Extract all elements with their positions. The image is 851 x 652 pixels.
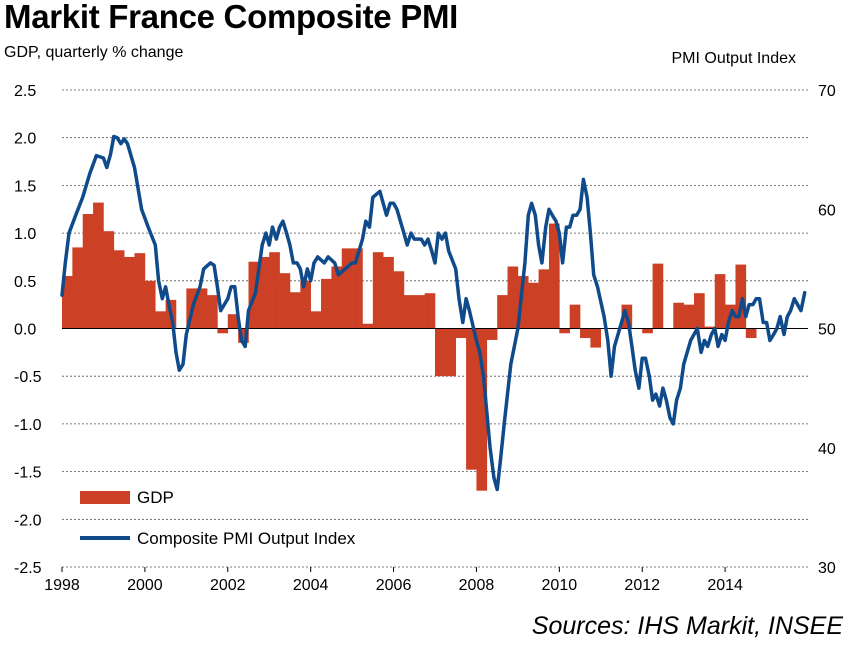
left-tick-label: -0.5 bbox=[14, 369, 42, 386]
gdp-bar bbox=[528, 282, 539, 329]
legend-gdp-swatch bbox=[80, 491, 130, 504]
x-tick-label: 2004 bbox=[293, 577, 329, 594]
left-tick-label: -1.0 bbox=[14, 417, 42, 434]
gdp-bar bbox=[93, 202, 104, 329]
gdp-bar bbox=[704, 326, 716, 329]
gdp-bar bbox=[227, 314, 239, 329]
source-note: Sources: IHS Markit, INSEE bbox=[531, 612, 843, 640]
pmi-line bbox=[60, 134, 807, 492]
gdp-bar bbox=[134, 253, 146, 329]
gdp-bar bbox=[103, 231, 115, 329]
gdp-bar bbox=[486, 328, 498, 340]
left-tick-label: -1.5 bbox=[14, 465, 42, 482]
axis-ticks: 2.5 2.0 1.5 1.0 0.5 0.0 -0.5 -1.0 -1.5 -2.0 -2.5 70… bbox=[14, 83, 836, 594]
right-axis-label: PMI Output Index bbox=[671, 50, 796, 67]
x-tick-label: 1998 bbox=[44, 577, 80, 594]
right-tick-label: 50 bbox=[818, 322, 836, 339]
gdp-bar bbox=[352, 248, 363, 329]
left-tick-label: -2.5 bbox=[14, 560, 42, 577]
gdp-bar bbox=[652, 263, 664, 329]
left-tick-label: 0.0 bbox=[14, 322, 36, 339]
gdp-bar bbox=[642, 328, 653, 334]
chart-title: Markit France Composite PMI bbox=[4, 0, 458, 35]
gdp-bar bbox=[207, 295, 218, 329]
gdp-bar bbox=[238, 328, 249, 343]
right-tick-label: 40 bbox=[818, 441, 836, 458]
right-tick-label: 70 bbox=[818, 83, 836, 100]
gdp-bar bbox=[466, 328, 477, 470]
gdp-bar bbox=[258, 256, 270, 329]
gdp-bar bbox=[393, 271, 405, 329]
gdp-bar bbox=[548, 223, 560, 329]
gdp-bar bbox=[155, 311, 166, 329]
gridlines bbox=[62, 89, 808, 568]
x-tick-label: 2008 bbox=[459, 577, 495, 594]
gdp-bar bbox=[372, 252, 384, 329]
legend: GDP Composite PMI Output Index bbox=[80, 488, 356, 548]
gdp-bar bbox=[714, 274, 726, 329]
gdp-bar bbox=[113, 250, 125, 329]
gdp-bar bbox=[538, 269, 550, 329]
gdp-bar bbox=[196, 288, 208, 329]
gdp-bar bbox=[683, 304, 695, 329]
gdp-bar bbox=[424, 293, 436, 329]
gdp-bar bbox=[445, 328, 457, 377]
gdp-bar bbox=[82, 214, 94, 329]
gdp-bar bbox=[735, 264, 747, 329]
gdp-bar bbox=[62, 276, 73, 329]
gdp-bar bbox=[476, 328, 488, 491]
gdp-bar bbox=[310, 311, 322, 329]
left-tick-label: 0.5 bbox=[14, 274, 36, 291]
gdp-bar bbox=[124, 256, 135, 329]
gdp-bar bbox=[590, 328, 602, 348]
x-tick-label: 2000 bbox=[127, 577, 163, 594]
gdp-bar bbox=[497, 295, 508, 329]
gdp-bars bbox=[62, 202, 767, 491]
gdp-bar bbox=[580, 328, 591, 339]
gdp-bar bbox=[517, 276, 529, 329]
left-axis-label: GDP, quarterly % change bbox=[4, 44, 184, 61]
x-tick-label: 2006 bbox=[376, 577, 412, 594]
left-tick-label: -2.0 bbox=[14, 512, 42, 529]
gdp-bar bbox=[300, 280, 311, 329]
x-tick-label: 2010 bbox=[542, 577, 578, 594]
left-tick-label: 1.5 bbox=[14, 178, 36, 195]
gdp-bar bbox=[289, 292, 301, 329]
x-tick-label: 2012 bbox=[624, 577, 660, 594]
gdp-bar bbox=[331, 266, 343, 329]
right-tick-label: 30 bbox=[818, 560, 836, 577]
left-tick-label: 2.0 bbox=[14, 131, 36, 148]
gdp-bar bbox=[341, 248, 353, 329]
gdp-bar bbox=[144, 280, 156, 329]
gdp-bar bbox=[383, 256, 394, 329]
gdp-bar bbox=[362, 323, 374, 329]
left-tick-label: 1.0 bbox=[14, 226, 36, 243]
gdp-bar bbox=[455, 328, 467, 339]
legend-gdp-label: GDP bbox=[137, 488, 174, 507]
gdp-bar bbox=[435, 328, 446, 377]
left-tick-label: 2.5 bbox=[14, 83, 36, 100]
x-tick-label: 2014 bbox=[707, 577, 743, 594]
gdp-bar bbox=[279, 273, 291, 329]
x-tick-label: 2002 bbox=[210, 577, 246, 594]
gdp-bar bbox=[507, 266, 519, 329]
gdp-bar bbox=[569, 304, 581, 329]
pmi-line-group bbox=[60, 134, 807, 492]
gdp-bar bbox=[414, 295, 425, 329]
gdp-bar bbox=[403, 295, 415, 329]
gdp-bar bbox=[217, 328, 229, 334]
gdp-bar bbox=[269, 252, 280, 329]
gdp-bar bbox=[559, 328, 570, 334]
legend-pmi-label: Composite PMI Output Index bbox=[137, 529, 356, 548]
gdp-bar bbox=[694, 293, 705, 329]
gdp-bar bbox=[745, 328, 757, 339]
gdp-bar bbox=[673, 302, 684, 329]
gdp-bar bbox=[72, 247, 84, 329]
gdp-bar bbox=[321, 278, 332, 329]
right-tick-label: 60 bbox=[818, 202, 836, 219]
